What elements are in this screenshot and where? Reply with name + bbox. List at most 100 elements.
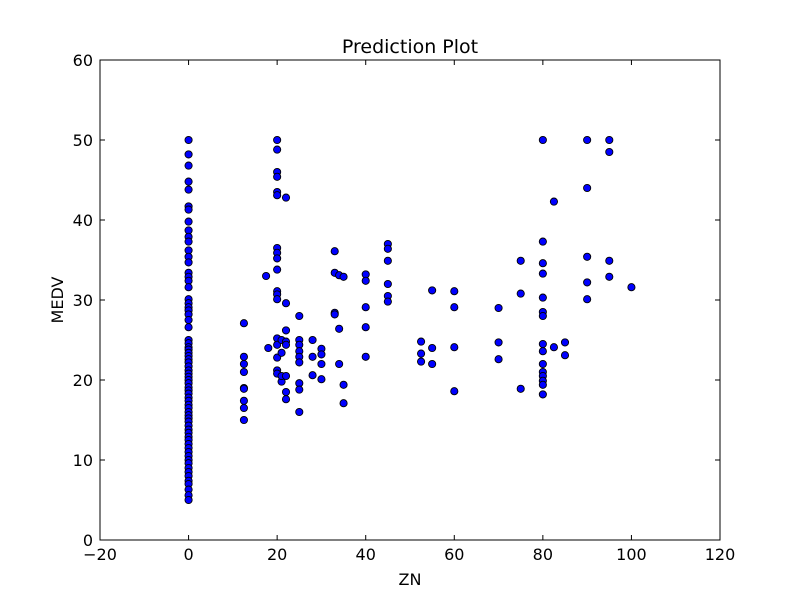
scatter-point — [295, 311, 304, 321]
scatter-point — [239, 384, 248, 393]
scatter-point — [295, 407, 304, 417]
scatter-point — [239, 367, 248, 377]
scatter-point — [281, 193, 291, 202]
x-axis-label: ZN — [399, 570, 422, 589]
scatter-point — [383, 297, 392, 306]
scatter-point — [383, 244, 392, 253]
scatter-point — [605, 135, 614, 145]
scatter-point — [538, 135, 547, 145]
scatter-point — [494, 303, 503, 313]
scatter-point — [273, 295, 282, 304]
scatter-point — [308, 352, 317, 361]
x-tick-label: 0 — [183, 545, 193, 564]
scatter-point — [361, 352, 370, 361]
scatter-point — [184, 237, 193, 246]
scatter-point — [516, 384, 525, 393]
y-tick-label: 10 — [73, 451, 93, 470]
scatter-point — [516, 289, 525, 298]
scatter-point — [317, 350, 326, 359]
scatter-point — [383, 279, 392, 289]
scatter-point — [583, 295, 592, 304]
y-tick-label: 30 — [73, 291, 93, 310]
points-layer — [184, 135, 636, 505]
y-axis-label: MEDV — [48, 277, 67, 324]
scatter-point — [184, 315, 193, 325]
scatter-point — [273, 191, 282, 200]
y-tick-label: 0 — [83, 531, 93, 550]
scatter-point — [273, 135, 282, 145]
scatter-point — [583, 135, 592, 145]
scatter-point — [494, 338, 503, 347]
scatter-point — [273, 254, 282, 263]
scatter-point — [330, 247, 339, 256]
scatter-point — [184, 185, 193, 194]
scatter-point — [184, 177, 193, 186]
scatter-point — [339, 380, 348, 389]
scatter-point — [262, 271, 271, 281]
scatter-point — [184, 205, 193, 214]
scatter-point — [627, 283, 636, 292]
scatter-point — [560, 338, 570, 347]
scatter-point — [549, 197, 558, 206]
scatter-point — [538, 359, 547, 369]
scatter-point — [330, 310, 339, 319]
scatter-point — [184, 150, 193, 159]
scatter-point — [184, 258, 193, 267]
scatter-point — [538, 339, 547, 349]
scatter-point — [273, 265, 282, 274]
scatter-point — [239, 403, 248, 413]
scatter-point — [277, 348, 286, 357]
scatter-point — [450, 343, 459, 352]
x-tick-label: 120 — [705, 545, 736, 564]
y-tick-label: 60 — [73, 51, 93, 70]
scatter-point — [417, 337, 426, 346]
scatter-point — [361, 276, 370, 285]
scatter-point — [428, 286, 437, 295]
scatter-point — [239, 352, 248, 361]
scatter-point — [583, 278, 592, 287]
scatter-point — [339, 272, 348, 281]
scatter-point — [281, 299, 291, 308]
scatter-point — [273, 172, 282, 181]
scatter-point — [239, 319, 248, 328]
scatter-point — [281, 395, 291, 404]
scatter-point — [184, 495, 193, 505]
scatter-point — [549, 343, 558, 352]
scatter-point — [417, 349, 426, 358]
scatter-point — [428, 343, 437, 353]
scatter-point — [295, 358, 304, 367]
x-tick-label: 80 — [533, 545, 553, 564]
scatter-point — [281, 326, 291, 335]
scatter-point — [339, 399, 348, 408]
scatter-point — [184, 161, 193, 170]
scatter-point — [605, 147, 614, 157]
scatter-point — [583, 183, 592, 193]
scatter-point — [361, 323, 370, 332]
scatter-point — [335, 359, 344, 369]
scatter-point — [538, 347, 547, 356]
scatter-point — [383, 256, 392, 265]
scatter-point — [281, 340, 291, 349]
scatter-point — [417, 357, 426, 366]
scatter-point — [239, 415, 248, 425]
scatter-point — [184, 323, 193, 332]
scatter-point — [317, 375, 326, 384]
scatter-point — [450, 303, 459, 312]
scatter-point — [184, 135, 193, 145]
scatter-point — [538, 269, 547, 278]
scatter-point — [560, 351, 570, 360]
scatter-point — [450, 387, 459, 396]
scatter-point — [538, 237, 547, 246]
scatter-point — [295, 385, 304, 394]
scatter-point — [239, 359, 248, 369]
scatter-point — [281, 371, 291, 381]
scatter-point — [308, 371, 317, 380]
scatter-point — [605, 256, 614, 265]
x-tick-label: 60 — [444, 545, 464, 564]
scatter-point — [361, 303, 370, 312]
x-tick-label: 20 — [267, 545, 287, 564]
scatter-point — [335, 324, 344, 333]
scatter-point — [281, 387, 291, 397]
